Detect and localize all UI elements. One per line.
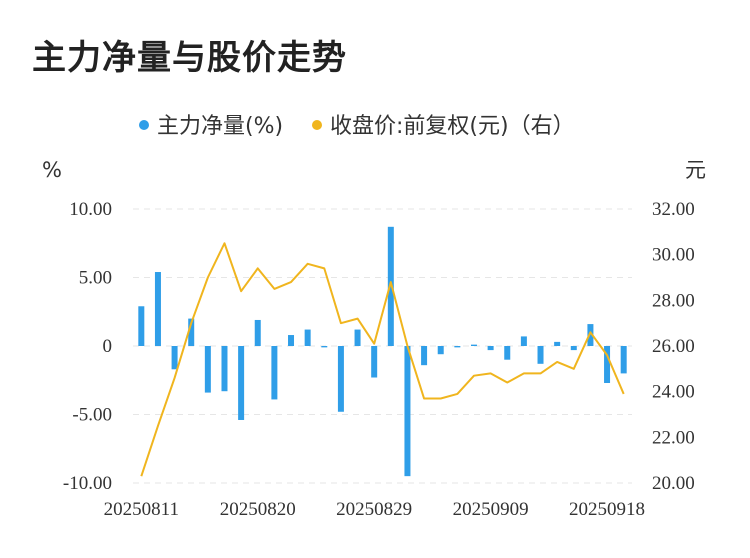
x-tick-label: 20250820 bbox=[220, 499, 296, 520]
bar bbox=[537, 346, 544, 364]
price-line bbox=[140, 242, 625, 477]
right-tick-label: 24.00 bbox=[652, 382, 695, 403]
x-tick-label: 20250811 bbox=[104, 499, 179, 520]
bar bbox=[570, 346, 577, 351]
legend-bar-marker bbox=[139, 120, 149, 130]
right-tick-label: 28.00 bbox=[652, 290, 695, 311]
bar bbox=[387, 226, 394, 346]
right-tick-label: 20.00 bbox=[652, 473, 695, 494]
right-tick-label: 26.00 bbox=[652, 336, 695, 357]
left-tick-label: 0 bbox=[103, 336, 113, 357]
right-tick-label: 30.00 bbox=[652, 245, 695, 266]
bar bbox=[171, 346, 178, 370]
bar bbox=[337, 346, 344, 412]
bar bbox=[437, 346, 444, 355]
bar bbox=[138, 306, 145, 346]
bar bbox=[354, 329, 361, 346]
left-axis-unit: % bbox=[42, 158, 62, 182]
bar bbox=[154, 272, 161, 346]
legend-line-label: 收盘价:前复权(元)（右） bbox=[330, 114, 575, 139]
bar bbox=[487, 346, 494, 351]
right-axis: 32.00 30.00 28.00 26.00 24.00 22.00 20.00 bbox=[652, 199, 695, 494]
bar bbox=[371, 346, 378, 378]
legend-bar-label: 主力净量(%) bbox=[157, 114, 283, 139]
right-tick-label: 32.00 bbox=[652, 199, 695, 220]
bar bbox=[520, 336, 527, 346]
bar bbox=[587, 324, 594, 346]
left-tick-label: 5.00 bbox=[79, 268, 112, 289]
bar bbox=[238, 346, 245, 420]
bar bbox=[404, 346, 411, 477]
x-tick-label: 20250909 bbox=[453, 499, 529, 520]
bar bbox=[221, 346, 228, 392]
bar bbox=[304, 329, 311, 346]
bar bbox=[454, 346, 461, 348]
right-tick-label: 22.00 bbox=[652, 427, 695, 448]
bar bbox=[620, 346, 627, 374]
bar bbox=[254, 319, 261, 346]
left-axis: 10.00 5.00 0 -5.00 -10.00 bbox=[63, 199, 112, 494]
x-axis: 20250811 20250820 20250829 20250909 20250918 bbox=[104, 499, 645, 520]
bar bbox=[421, 346, 428, 366]
bar bbox=[604, 346, 611, 383]
bar bbox=[504, 346, 511, 360]
bar bbox=[470, 344, 477, 346]
line-series bbox=[140, 242, 625, 477]
x-tick-label: 20250918 bbox=[569, 499, 645, 520]
bar-series bbox=[138, 226, 627, 477]
left-tick-label: 10.00 bbox=[69, 199, 112, 220]
left-tick-label: -5.00 bbox=[72, 405, 112, 426]
bar bbox=[288, 335, 295, 346]
left-tick-label: -10.00 bbox=[63, 473, 112, 494]
bar bbox=[271, 346, 278, 400]
bar bbox=[188, 318, 195, 346]
legend-line-marker bbox=[312, 120, 322, 130]
bar bbox=[554, 341, 561, 346]
bar bbox=[204, 346, 211, 393]
bar bbox=[321, 346, 328, 348]
legend: 主力净量(%) 收盘价:前复权(元)（右） bbox=[139, 114, 575, 139]
x-tick-label: 20250829 bbox=[336, 499, 412, 520]
chart-title: 主力净量与股价走势 bbox=[32, 38, 347, 78]
right-axis-unit: 元 bbox=[685, 158, 706, 182]
